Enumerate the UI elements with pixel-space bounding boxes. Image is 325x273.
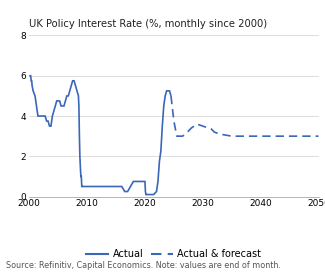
Text: UK Policy Interest Rate (%, monthly since 2000): UK Policy Interest Rate (%, monthly sinc… (29, 19, 267, 29)
Text: Source: Refinitiv, Capital Economics. Note: values are end of month.: Source: Refinitiv, Capital Economics. No… (6, 261, 281, 270)
Legend: Actual, Actual & forecast: Actual, Actual & forecast (86, 249, 261, 259)
